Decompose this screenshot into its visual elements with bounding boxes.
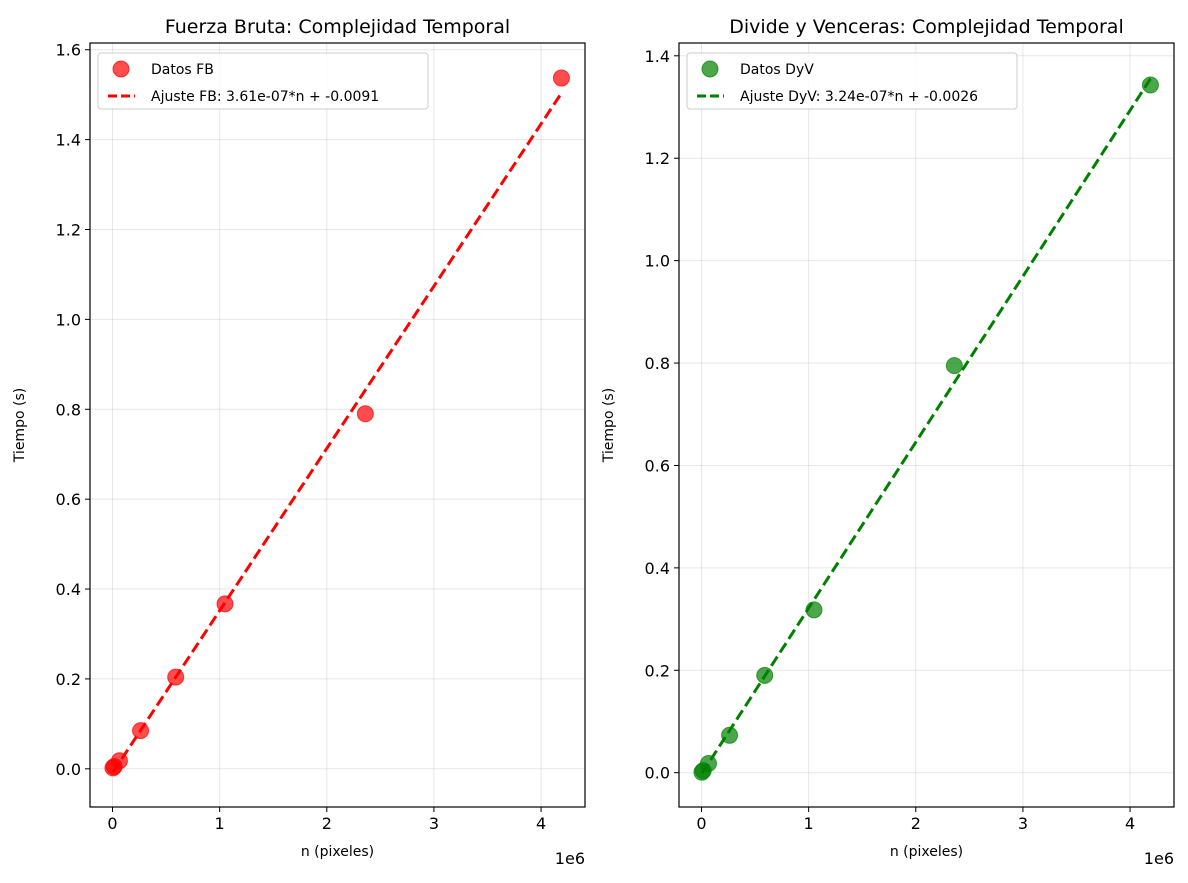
y-tick-label: 0.6 [645, 456, 670, 475]
x-offset-label: 1e6 [555, 849, 585, 868]
y-tick-label: 0.8 [645, 354, 670, 373]
x-axis-label: n (pixeles) [890, 844, 963, 860]
y-axis-label: Tiempo (s) [601, 388, 617, 463]
plot-area [104, 69, 570, 777]
x-tick-label: 2 [911, 814, 921, 833]
y-tick-label: 1.0 [56, 310, 81, 329]
legend-label: Ajuste DyV: 3.24e-07*n + -0.0026 [740, 89, 978, 105]
data-point [805, 601, 823, 619]
x-tick-label: 4 [536, 814, 546, 833]
y-tick-label: 1.6 [56, 41, 81, 60]
legend-marker [701, 60, 719, 78]
y-tick-label: 0.2 [645, 661, 670, 680]
chart-panel-2: 0 1 2 3 4 0.0 0.2 0.4 0.6 0.8 1.0 1.2 1.4 Divide y Ve… [601, 16, 1175, 868]
data-point [167, 668, 185, 686]
fit-line [700, 78, 1152, 775]
x-tick-label: 1 [804, 814, 814, 833]
legend-box [686, 52, 1018, 110]
y-tick-label: 0.8 [56, 400, 81, 419]
y-tick-label: 0.0 [56, 760, 81, 779]
x-tick-label: 3 [1018, 814, 1028, 833]
data-point [721, 726, 739, 744]
y-tick-label: 1.4 [645, 47, 670, 66]
x-offset-label: 1e6 [1144, 849, 1174, 868]
y-tick-label: 1.4 [56, 131, 81, 150]
plot-area [693, 76, 1159, 781]
y-tick-label: 0.4 [56, 580, 81, 599]
x-tick-label: 2 [322, 814, 332, 833]
y-tick-label: 0.4 [645, 559, 670, 578]
legend-label: Datos DyV [740, 62, 814, 78]
data-point [132, 722, 150, 740]
data-point [699, 754, 717, 772]
y-tick-label: 0.6 [56, 490, 81, 509]
data-point [552, 69, 570, 87]
y-tick-label: 1.2 [645, 149, 670, 168]
data-point [945, 357, 963, 375]
legend-label: Ajuste FB: 3.61e-07*n + -0.0091 [151, 89, 379, 105]
data-point [356, 405, 374, 423]
legend-box [97, 52, 429, 110]
y-tick-label: 1.2 [56, 221, 81, 240]
axes-frame [678, 42, 1175, 808]
legend: Datos FB Ajuste FB: 3.61e-07*n + -0.0091 [97, 52, 429, 110]
x-tick-label: 0 [107, 814, 117, 833]
axes-frame [89, 42, 586, 808]
legend: Datos DyV Ajuste DyV: 3.24e-07*n + -0.002… [686, 52, 1018, 110]
data-point [1141, 76, 1159, 94]
data-point [216, 595, 234, 613]
fit-line [111, 92, 563, 774]
legend-label: Datos FB [151, 62, 214, 78]
x-tick-label: 1 [215, 814, 225, 833]
chart-title: Fuerza Bruta: Complejidad Temporal [165, 16, 510, 38]
legend-marker [112, 60, 130, 78]
y-tick-label: 0.0 [645, 764, 670, 783]
chart-panel-1: 0 1 2 3 4 0.0 0.2 0.4 0.6 0.8 1.0 1.2 1.4 1.6 Fuerza B… [12, 16, 586, 868]
chart-title: Divide y Venceras: Complejidad Temporal [729, 16, 1123, 38]
y-tick-label: 1.0 [645, 252, 670, 271]
y-axis-label: Tiempo (s) [12, 388, 28, 463]
x-tick-label: 0 [696, 814, 706, 833]
x-tick-label: 4 [1125, 814, 1135, 833]
x-tick-label: 3 [429, 814, 439, 833]
y-tick-label: 0.2 [56, 670, 81, 689]
x-axis-label: n (pixeles) [301, 844, 374, 860]
data-point [110, 752, 128, 770]
data-point [756, 666, 774, 684]
